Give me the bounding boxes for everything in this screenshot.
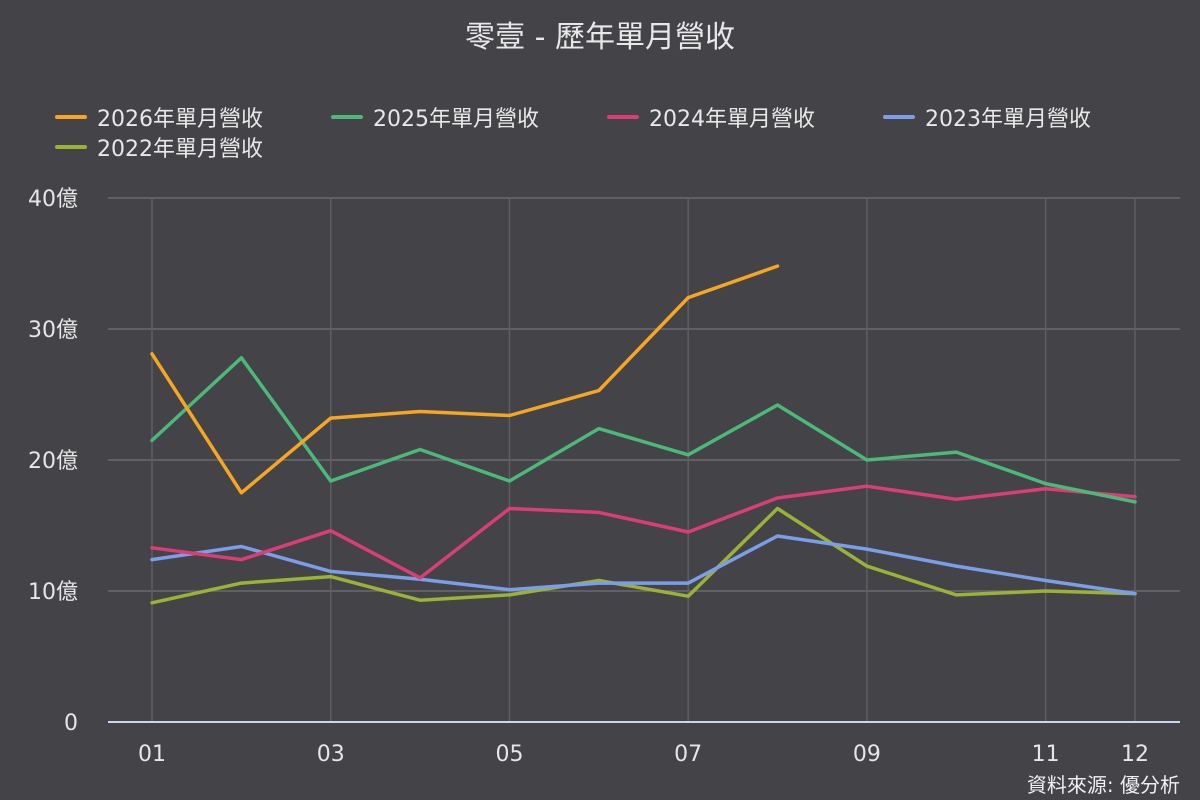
y-tick-label: 20億 [28, 449, 78, 474]
legend-label: 2023年單月營收 [925, 107, 1091, 132]
legend-item[interactable]: 2023年單月營收 [883, 102, 1091, 132]
x-tick-label: 12 [1121, 742, 1149, 767]
legend-swatch [331, 115, 363, 119]
legend-swatch [55, 145, 87, 149]
legend-item[interactable]: 2025年單月營收 [331, 102, 539, 132]
x-tick-label: 11 [1032, 742, 1060, 767]
x-tick-label: 07 [674, 742, 702, 767]
y-tick-label: 30億 [28, 318, 78, 343]
chart-title: 零壹 - 歷年單月營收 [465, 20, 735, 55]
x-tick-label: 09 [853, 742, 881, 767]
x-tick-label: 05 [495, 742, 523, 767]
legend-item[interactable]: 2024年單月營收 [607, 102, 815, 132]
series-line-2025年單月營收 [150, 356, 1137, 504]
series-line-2023年單月營收 [150, 534, 1137, 596]
series-line-2024年單月營收 [150, 484, 1137, 580]
x-tick-label: 03 [317, 742, 345, 767]
series-line-2022年單月營收 [150, 506, 1137, 605]
legend-label: 2026年單月營收 [97, 107, 263, 132]
legend-item[interactable]: 2026年單月營收 [55, 102, 263, 132]
y-tick-label: 40億 [28, 187, 78, 212]
legend-label: 2024年單月營收 [649, 107, 815, 132]
source-note: 資料來源: 優分析 [1026, 773, 1180, 797]
legend-swatch [55, 115, 87, 119]
x-tick-label: 01 [138, 742, 166, 767]
legend-label: 2025年單月營收 [373, 107, 539, 132]
y-tick-label: 10億 [28, 580, 78, 605]
legend-label: 2022年單月營收 [97, 137, 263, 162]
series-line-2026年單月營收 [150, 264, 780, 495]
y-tick-label: 0 [64, 711, 78, 736]
legend-item[interactable]: 2022年單月營收 [55, 132, 263, 162]
legend-swatch [883, 115, 915, 119]
legend-swatch [607, 115, 639, 119]
